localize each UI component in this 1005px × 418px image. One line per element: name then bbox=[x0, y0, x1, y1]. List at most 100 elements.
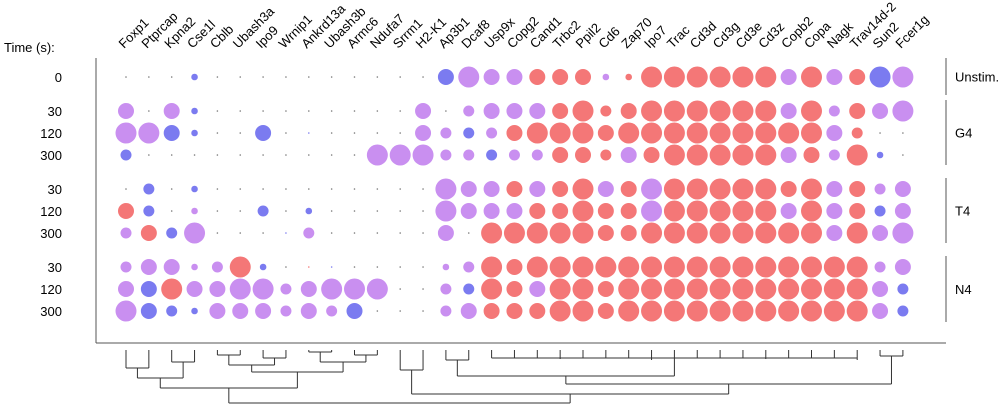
data-dot bbox=[300, 281, 317, 297]
data-dot bbox=[376, 210, 379, 212]
data-dot bbox=[353, 154, 356, 156]
data-dot bbox=[552, 203, 569, 219]
data-dot bbox=[399, 210, 402, 212]
data-dot bbox=[874, 183, 886, 195]
data-dot bbox=[572, 278, 594, 300]
data-dot bbox=[803, 147, 820, 163]
data-dot bbox=[442, 263, 450, 271]
data-dot bbox=[463, 261, 475, 273]
data-dot bbox=[255, 125, 272, 141]
data-dot bbox=[353, 188, 356, 190]
data-dot bbox=[549, 122, 571, 144]
data-dot bbox=[229, 278, 251, 300]
data-dot bbox=[549, 256, 571, 278]
data-dot bbox=[641, 66, 663, 88]
gene-labels: Foxp1PtprcapKpna2Cse1lCblbUbash3aIpo9Wrn… bbox=[116, 0, 932, 51]
data-dot bbox=[620, 103, 637, 119]
data-dot bbox=[801, 122, 822, 144]
data-dot bbox=[686, 66, 708, 88]
data-dot bbox=[595, 256, 617, 278]
data-dot bbox=[879, 132, 881, 134]
data-dot bbox=[415, 103, 432, 119]
data-dot bbox=[732, 278, 754, 300]
data-dot bbox=[239, 232, 242, 234]
data-dot bbox=[575, 69, 591, 85]
data-dot bbox=[463, 283, 475, 295]
time-label: 300 bbox=[40, 148, 62, 163]
data-dot bbox=[422, 232, 424, 234]
data-dot bbox=[755, 178, 777, 200]
data-dot bbox=[216, 188, 219, 190]
data-dot bbox=[826, 203, 843, 219]
data-dot bbox=[709, 300, 731, 322]
data-dot bbox=[597, 203, 614, 219]
data-dot bbox=[191, 307, 198, 315]
data-dot bbox=[216, 232, 219, 234]
data-dot bbox=[118, 203, 134, 219]
data-dot bbox=[872, 303, 889, 319]
data-dot bbox=[572, 200, 594, 222]
data-dot bbox=[193, 154, 196, 156]
data-dot bbox=[801, 100, 822, 122]
data-dot bbox=[435, 200, 457, 222]
condition-label: G4 bbox=[955, 126, 972, 141]
data-dot bbox=[709, 222, 731, 244]
condition-label: N4 bbox=[955, 282, 972, 297]
data-dot bbox=[262, 188, 264, 190]
data-dot bbox=[366, 278, 388, 300]
time-label: 0 bbox=[55, 70, 62, 85]
data-dot bbox=[346, 303, 363, 319]
data-dot bbox=[321, 278, 343, 300]
data-dot bbox=[216, 110, 219, 112]
data-dot bbox=[801, 300, 822, 322]
data-dot bbox=[191, 207, 198, 215]
data-dot bbox=[376, 266, 379, 268]
data-dot bbox=[239, 132, 242, 134]
data-dot bbox=[376, 310, 379, 312]
data-dot bbox=[894, 259, 911, 275]
data-dot bbox=[399, 110, 402, 112]
data-dot bbox=[552, 69, 569, 85]
data-dot bbox=[902, 132, 904, 134]
data-dot bbox=[597, 225, 614, 241]
data-dot bbox=[143, 205, 155, 217]
data-dot bbox=[399, 76, 402, 78]
data-dot bbox=[755, 300, 777, 322]
data-dot bbox=[778, 278, 800, 300]
data-dot bbox=[552, 103, 569, 119]
data-dot bbox=[506, 69, 523, 85]
data-dot bbox=[686, 222, 708, 244]
data-dot bbox=[892, 66, 914, 88]
data-dot bbox=[549, 300, 571, 322]
data-dot bbox=[330, 132, 333, 134]
data-dot bbox=[445, 110, 447, 112]
data-dot bbox=[575, 147, 591, 163]
data-dot bbox=[663, 200, 685, 222]
data-dot bbox=[732, 100, 754, 122]
data-dot bbox=[303, 227, 315, 239]
data-dot bbox=[846, 256, 868, 278]
data-dot bbox=[894, 181, 911, 197]
data-dot bbox=[163, 125, 180, 141]
data-dot bbox=[641, 200, 663, 222]
data-dot bbox=[732, 144, 754, 166]
data-dot bbox=[376, 232, 379, 234]
data-dot bbox=[902, 154, 904, 156]
data-dot bbox=[755, 256, 777, 278]
data-dot bbox=[486, 127, 498, 139]
data-dot bbox=[399, 266, 402, 268]
data-dot bbox=[300, 303, 317, 319]
data-dot bbox=[778, 122, 800, 144]
data-dot bbox=[643, 147, 660, 163]
data-dot bbox=[285, 188, 287, 190]
data-dot bbox=[467, 232, 470, 234]
data-dot bbox=[755, 66, 777, 88]
time-label: 120 bbox=[40, 282, 62, 297]
condition-label: T4 bbox=[955, 204, 970, 219]
data-dot bbox=[140, 225, 157, 241]
data-dot bbox=[481, 278, 503, 300]
data-dot bbox=[686, 178, 708, 200]
data-dot bbox=[460, 303, 477, 319]
data-dot bbox=[366, 144, 388, 166]
data-dot bbox=[732, 178, 754, 200]
